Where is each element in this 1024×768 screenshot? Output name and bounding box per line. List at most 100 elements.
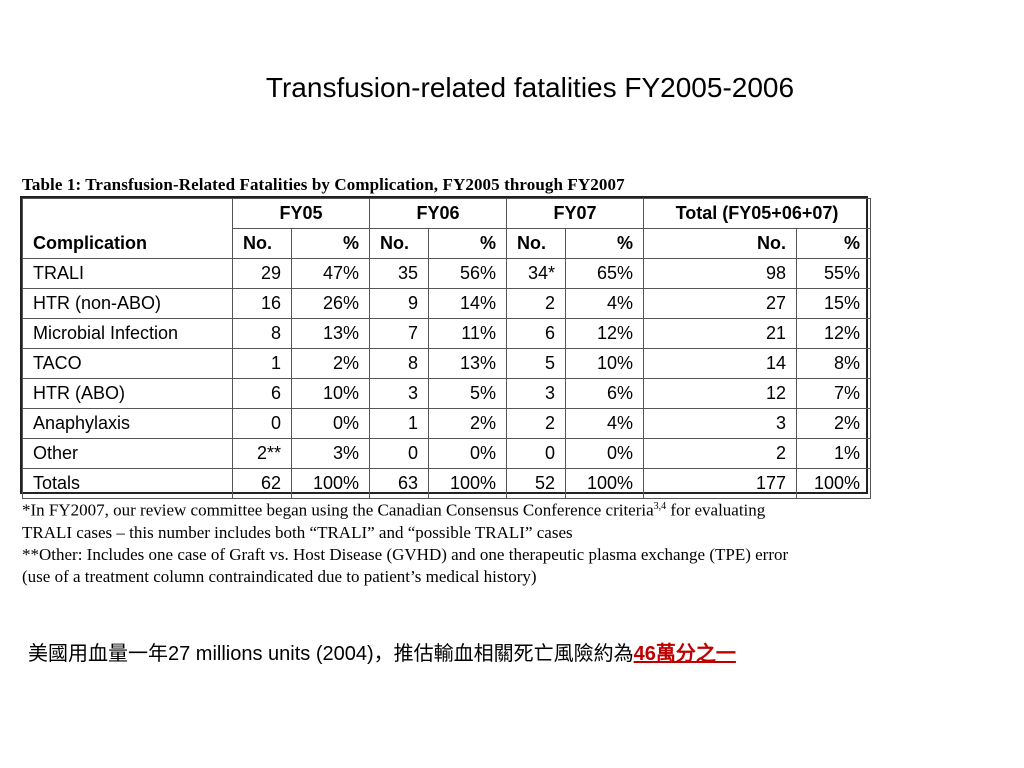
table-row: Other 2** 3% 0 0% 0 0% 2 1% xyxy=(22,438,871,469)
sub-header-pct: % xyxy=(291,228,370,259)
percent-cell: 12% xyxy=(565,318,644,349)
count-cell: 3 xyxy=(369,378,429,409)
complication-label: TACO xyxy=(22,348,233,379)
count-cell: 8 xyxy=(369,348,429,379)
percent-cell: 55% xyxy=(796,258,871,289)
complication-label: TRALI xyxy=(22,258,233,289)
count-cell: 5 xyxy=(506,348,566,379)
count-cell: 1 xyxy=(232,348,292,379)
sub-header-no: No. xyxy=(369,228,429,259)
count-cell: 16 xyxy=(232,288,292,319)
count-cell: 52 xyxy=(506,468,566,499)
percent-cell: 100% xyxy=(291,468,370,499)
risk-summary-text: 美國用血量一年27 millions units (2004)，推估輸血相關死亡… xyxy=(28,643,634,665)
complication-label: HTR (ABO) xyxy=(22,378,233,409)
count-cell: 2** xyxy=(232,438,292,469)
count-cell: 21 xyxy=(643,318,797,349)
count-cell: 9 xyxy=(369,288,429,319)
count-cell: 98 xyxy=(643,258,797,289)
table-row: Anaphylaxis 0 0% 1 2% 2 4% 3 2% xyxy=(22,408,871,439)
percent-cell: 0% xyxy=(291,408,370,439)
citation-superscript: 3,4 xyxy=(653,501,667,512)
footnotes: *In FY2007, our review committee began u… xyxy=(22,496,1012,588)
percent-cell: 47% xyxy=(291,258,370,289)
count-cell: 0 xyxy=(506,438,566,469)
percent-cell: 12% xyxy=(796,318,871,349)
sub-header-no: No. xyxy=(643,228,797,259)
percent-cell: 26% xyxy=(291,288,370,319)
percent-cell: 100% xyxy=(428,468,507,499)
complication-label: Totals xyxy=(22,468,233,499)
footnote-1-cont: TRALI cases – this number includes both … xyxy=(22,522,573,542)
fatalities-table: Complication FY05 FY06 FY07 Total (FY05+… xyxy=(20,196,871,499)
footnote-1-text: *In FY2007, our review committee began u… xyxy=(22,500,654,520)
complication-header: Complication xyxy=(22,198,233,259)
count-cell: 29 xyxy=(232,258,292,289)
count-cell: 3 xyxy=(506,378,566,409)
percent-cell: 8% xyxy=(796,348,871,379)
count-cell: 3 xyxy=(643,408,797,439)
percent-cell: 2% xyxy=(796,408,871,439)
percent-cell: 4% xyxy=(565,288,644,319)
group-header-row: Complication FY05 FY06 FY07 Total (FY05+… xyxy=(22,198,871,259)
table-row: Microbial Infection 8 13% 7 11% 6 12% 21 12% xyxy=(22,318,871,349)
count-cell: 63 xyxy=(369,468,429,499)
percent-cell: 4% xyxy=(565,408,644,439)
table-caption: Table 1: Transfusion-Related Fatalities … xyxy=(22,175,625,194)
percent-cell: 5% xyxy=(428,378,507,409)
count-cell: 8 xyxy=(232,318,292,349)
footnote-2: **Other: Includes one case of Graft vs. … xyxy=(22,544,789,564)
footnote-2-cont: (use of a treatment column contraindicat… xyxy=(22,566,537,586)
percent-cell: 100% xyxy=(565,468,644,499)
group-header-fy06: FY06 xyxy=(369,198,507,229)
count-cell: 2 xyxy=(643,438,797,469)
sub-header-row: No. % No. % No. % No. % xyxy=(23,228,871,259)
count-cell: 177 xyxy=(643,468,797,499)
count-cell: 2 xyxy=(506,408,566,439)
group-header-fy05: FY05 xyxy=(232,198,370,229)
count-cell: 6 xyxy=(232,378,292,409)
percent-cell: 2% xyxy=(428,408,507,439)
percent-cell: 2% xyxy=(291,348,370,379)
percent-cell: 6% xyxy=(565,378,644,409)
percent-cell: 65% xyxy=(565,258,644,289)
slide-title: Transfusion-related fatalities FY2005-20… xyxy=(265,72,795,103)
count-cell: 12 xyxy=(643,378,797,409)
count-cell: 0 xyxy=(232,408,292,439)
count-cell: 27 xyxy=(643,288,797,319)
percent-cell: 0% xyxy=(565,438,644,469)
percent-cell: 13% xyxy=(291,318,370,349)
percent-cell: 10% xyxy=(565,348,644,379)
table-row: HTR (ABO) 6 10% 3 5% 3 6% 12 7% xyxy=(22,378,871,409)
count-cell: 62 xyxy=(232,468,292,499)
percent-cell: 10% xyxy=(291,378,370,409)
percent-cell: 7% xyxy=(796,378,871,409)
count-cell: 35 xyxy=(369,258,429,289)
sub-header-pct: % xyxy=(428,228,507,259)
percent-cell: 100% xyxy=(796,468,871,499)
group-header-total: Total (FY05+06+07) xyxy=(643,198,871,229)
percent-cell: 0% xyxy=(428,438,507,469)
sub-header-pct: % xyxy=(796,228,871,259)
percent-cell: 11% xyxy=(428,318,507,349)
percent-cell: 3% xyxy=(291,438,370,469)
count-cell: 2 xyxy=(506,288,566,319)
risk-highlight: 46萬分之一 xyxy=(633,643,736,665)
table-row: HTR (non-ABO) 16 26% 9 14% 2 4% 27 15% xyxy=(22,288,871,319)
percent-cell: 13% xyxy=(428,348,507,379)
sub-header-pct: % xyxy=(565,228,644,259)
table-row: TACO 1 2% 8 13% 5 10% 14 8% xyxy=(22,348,871,379)
complication-label: Anaphylaxis xyxy=(22,408,233,439)
count-cell: 0 xyxy=(369,438,429,469)
count-cell: 14 xyxy=(643,348,797,379)
percent-cell: 15% xyxy=(796,288,871,319)
table-row: Totals 62 100% 63 100% 52 100% 177 100% xyxy=(22,468,871,499)
percent-cell: 14% xyxy=(428,288,507,319)
complication-label: Microbial Infection xyxy=(22,318,233,349)
footnote-1: *In FY2007, our review committee began u… xyxy=(22,496,1012,522)
count-cell: 7 xyxy=(369,318,429,349)
complication-label: Other xyxy=(22,438,233,469)
sub-header-no: No. xyxy=(506,228,566,259)
risk-summary: 美國用血量一年27 millions units (2004)，推估輸血相關死亡… xyxy=(28,637,736,666)
table-row: TRALI 29 47% 35 56% 34* 65% 98 55% xyxy=(22,258,871,289)
